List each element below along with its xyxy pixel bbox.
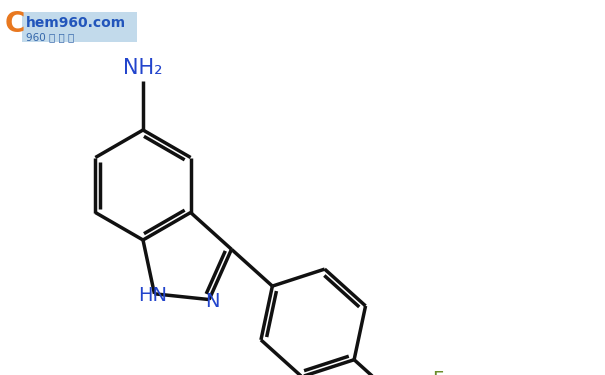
Text: C: C [5, 10, 25, 38]
Text: F: F [433, 370, 443, 375]
Text: HN: HN [138, 286, 167, 305]
Bar [22, 12, 137, 42]
Text: 960 化 工 网: 960 化 工 网 [26, 32, 74, 42]
Text: hem960.com: hem960.com [26, 16, 126, 30]
Text: N: N [205, 292, 220, 311]
Text: NH₂: NH₂ [123, 58, 163, 78]
